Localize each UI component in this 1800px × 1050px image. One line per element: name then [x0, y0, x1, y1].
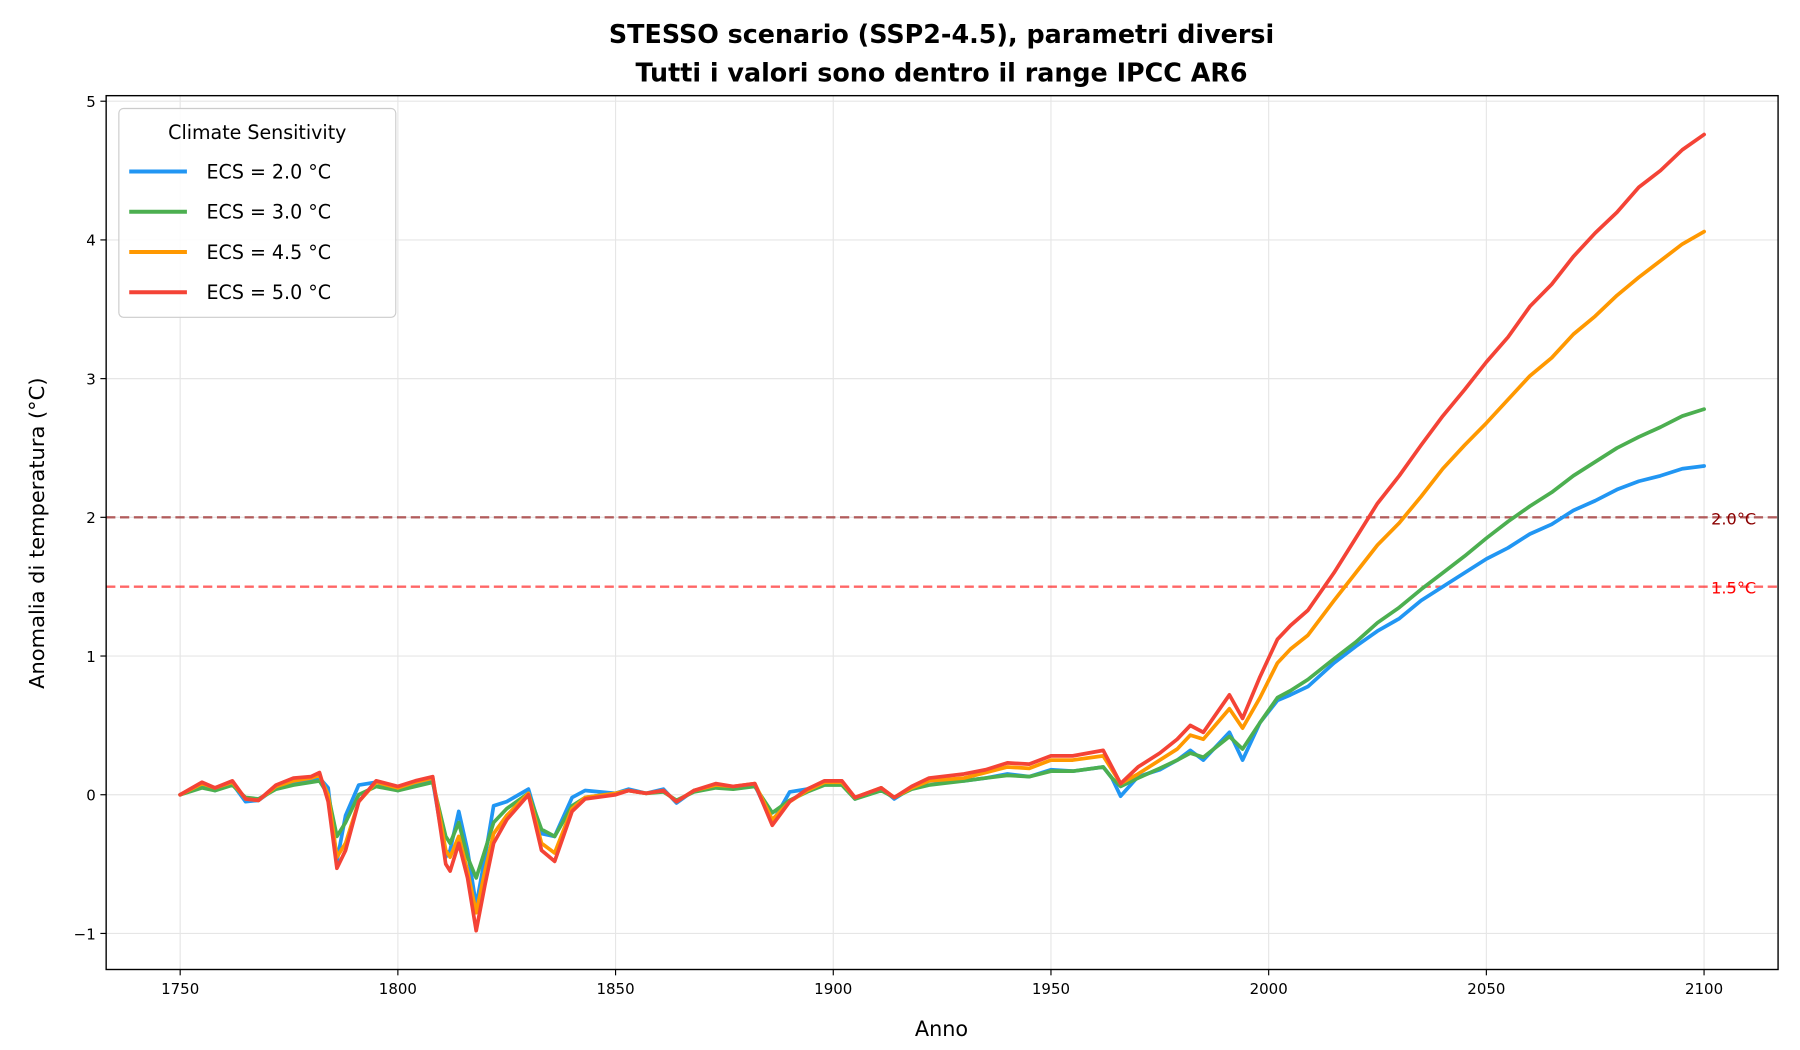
legend: Climate Sensitivity ECS = 2.0 °C ECS = 3.… [118, 107, 397, 318]
y-tick-label: 0 [86, 786, 96, 804]
chart-title-line-2: Tutti i valori sono dentro il range IPCC… [636, 59, 1248, 89]
x-tick-label: 2000 [1250, 980, 1288, 998]
chart-title-line-1: STESSO scenario (SSP2-4.5), parametri di… [609, 20, 1274, 50]
y-tick-label: 3 [86, 370, 96, 388]
legend-label: ECS = 3.0 °C [207, 201, 331, 224]
series-line [178, 229, 1706, 915]
threshold-lines: 2.0°C 1.5°C [106, 509, 1779, 598]
x-tick-label: 1950 [1032, 980, 1070, 998]
legend-label: ECS = 2.0 °C [207, 160, 331, 183]
series-lines [178, 132, 1706, 933]
y-axis-label: Anomalia di temperatura (°C) [25, 377, 49, 688]
y-tick-label: 1 [86, 648, 96, 666]
series-line [178, 407, 1706, 880]
y-tick-label: 5 [86, 93, 96, 111]
legend-label: ECS = 5.0 °C [207, 281, 331, 304]
x-tick-label: 1800 [379, 980, 417, 998]
series-line [178, 464, 1706, 908]
y-tick-label: 2 [86, 509, 96, 527]
x-tick-label: 1900 [814, 980, 852, 998]
legend-title: Climate Sensitivity [168, 121, 346, 144]
x-axis-label: Anno [915, 1017, 968, 1041]
legend-label: ECS = 4.5 °C [207, 241, 331, 264]
legend-box [118, 107, 397, 318]
x-ticks: 1750 1800 1850 1900 1950 2000 2050 2100 [161, 969, 1723, 998]
x-tick-label: 1750 [161, 980, 199, 998]
y-tick-label: −1 [74, 925, 96, 943]
y-tick-label: 4 [86, 232, 96, 250]
x-tick-label: 2100 [1685, 980, 1723, 998]
y-ticks: −1 0 1 2 3 4 5 [74, 93, 107, 943]
threshold-label: 2.0°C [1711, 509, 1756, 528]
threshold-label: 1.5°C [1711, 579, 1756, 598]
x-tick-label: 2050 [1467, 980, 1505, 998]
x-tick-label: 1850 [596, 980, 634, 998]
plot-frame [105, 94, 1779, 971]
series-line [178, 132, 1706, 933]
